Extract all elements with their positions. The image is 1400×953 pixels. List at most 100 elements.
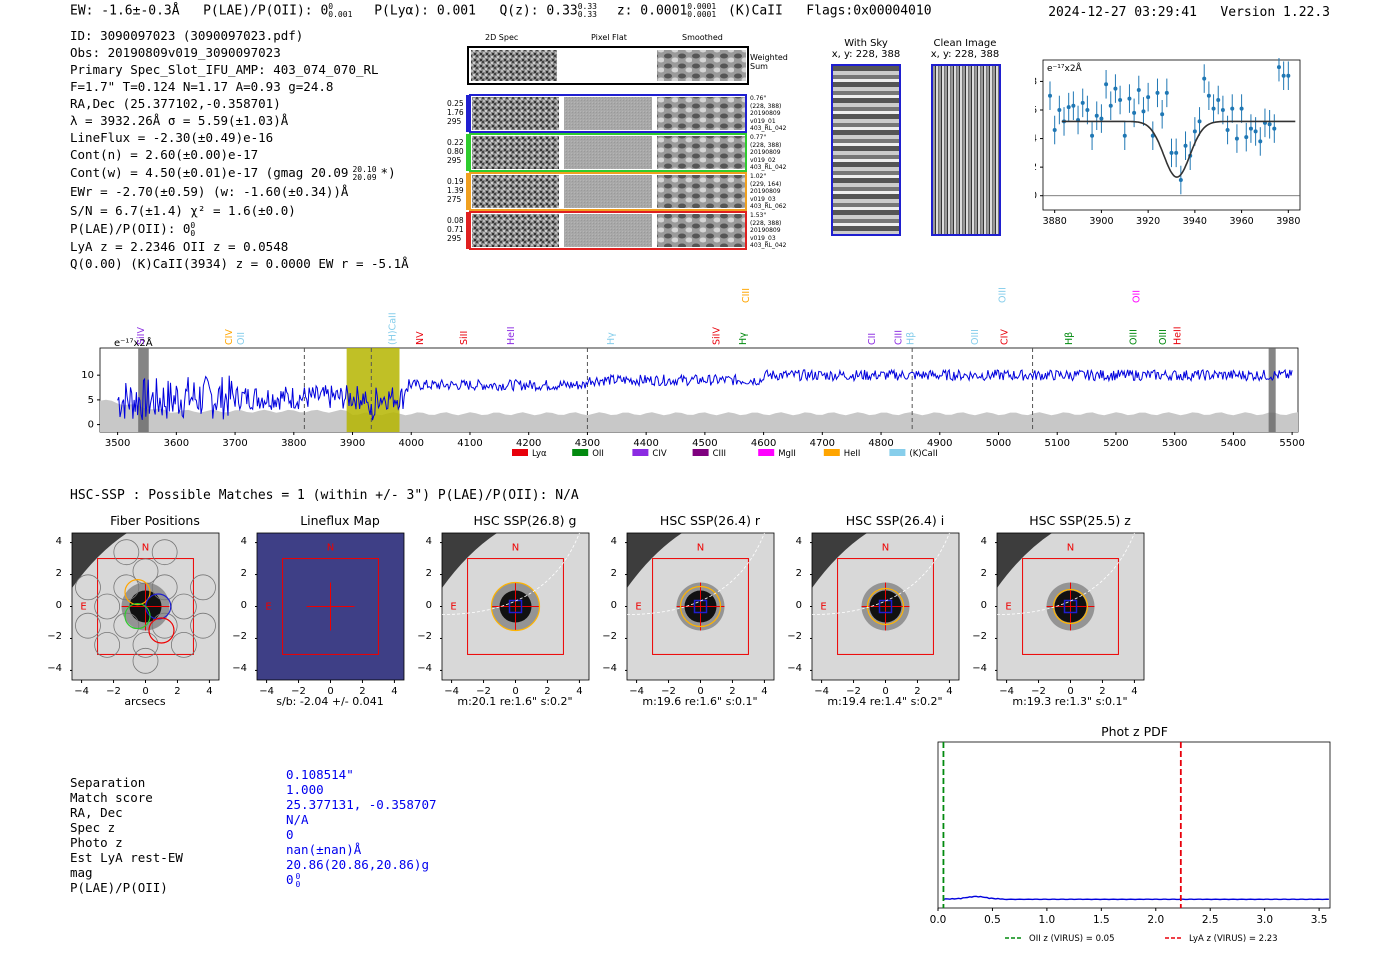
fiber-circle xyxy=(170,631,197,658)
hsc-ytick-label: 2 xyxy=(55,567,62,579)
source-marker xyxy=(878,599,893,614)
spectral-line-label: SiIV xyxy=(712,327,723,345)
fiber-circle xyxy=(190,612,216,639)
hsc-bright-corner xyxy=(812,533,867,588)
zoom-data-point xyxy=(1136,88,1141,92)
col-title-pixelflat: Pixel Flat xyxy=(591,33,627,42)
full-xtick-label: 5500 xyxy=(1279,438,1304,449)
zoom-fit-curve xyxy=(1061,120,1296,178)
aperture-ellipse xyxy=(866,587,905,626)
cutout-row-right-label: 0.76" (228, 388) 20190809 v019_01 403_RL_042 xyxy=(750,95,786,133)
pdf-frame xyxy=(937,741,1331,909)
hsc-panel-caption: m:19.3 re:1.3" s:0.1" xyxy=(1012,695,1128,708)
hsc-ytick-label: −4 xyxy=(787,663,802,675)
hsc-xtick-label: 4 xyxy=(946,686,952,697)
clean-image-xy: x, y: 228, 388 xyxy=(930,49,1000,60)
spectral-line-label: CIII xyxy=(741,288,752,303)
header-plae-sup: 0 xyxy=(328,2,334,11)
cutout-row-right-value: 0.76" xyxy=(750,95,767,102)
hsc-bright-corner xyxy=(627,533,682,588)
zoom-data-point xyxy=(1048,93,1053,98)
cutout-row-left-value: 1.39 xyxy=(447,186,464,195)
fiber-circle xyxy=(151,539,178,566)
source-marker xyxy=(1063,599,1078,614)
cutout-grid-svg xyxy=(466,46,749,250)
cutout-row-right-value: (228, 388) xyxy=(750,102,782,110)
pdf-curve xyxy=(943,895,1329,901)
spectral-line-label: SiIV xyxy=(136,327,147,345)
match-value: 0 xyxy=(286,827,294,842)
match-plae-sub: 0 xyxy=(295,879,301,889)
hsc-panel-group: N E −4 −2 0 2 4 xyxy=(440,532,590,697)
hsc-ytick-label: 2 xyxy=(240,567,247,579)
zoom-data-point xyxy=(1132,110,1137,115)
full-xtick-label: 4800 xyxy=(868,438,893,449)
zoom-data-point xyxy=(1113,86,1118,91)
cutout-row-right-value: (228, 388) xyxy=(750,219,782,227)
info-id: ID: 3090097023 (3090097023.pdf) xyxy=(70,28,304,43)
fiber-circle xyxy=(132,647,159,674)
cutout-row-left-value: 0.08 xyxy=(447,216,464,225)
spectral-line-label: OIII xyxy=(1129,329,1140,345)
hsc-bright-corner xyxy=(72,533,127,588)
spectral-line-label: HeII xyxy=(506,326,517,345)
zoom-data-point xyxy=(1108,103,1113,108)
legend-swatch xyxy=(512,449,528,456)
hsc-panel: HSC SSP(26.4) r N E −4 −2 0 2 4 −4 −2 0 2 4 m:19.6 re… xyxy=(602,513,785,713)
zoom-data-point xyxy=(1272,126,1277,131)
full-xtick-label: 3600 xyxy=(164,438,189,449)
cutout-row-left-value: 0.80 xyxy=(447,147,464,156)
cutout-row-right-value: 0.77" xyxy=(750,134,767,141)
pdf-legend-label: OII z (VIRUS) = 0.05 xyxy=(1029,934,1115,944)
hsc-panel-group: N E −4 −2 0 2 4 xyxy=(810,532,960,697)
zoom-data-point xyxy=(1281,73,1286,78)
legend-swatch xyxy=(632,449,649,456)
hsc-panel-image: N E −4 −2 0 2 4 xyxy=(810,532,960,697)
hsc-xtick-label: 2 xyxy=(1099,686,1105,697)
cutout-row-left-label: 0.22 0.80 295 xyxy=(447,138,464,165)
info-obs: Obs: 20190809v019_3090097023 xyxy=(70,45,281,60)
fiber-circle xyxy=(94,631,121,658)
hsc-xtick-label: −4 xyxy=(259,686,274,697)
hsc-ytick-label: 4 xyxy=(795,535,802,547)
hsc-ytick-label: 4 xyxy=(425,535,432,547)
compass-n: N xyxy=(512,543,519,554)
zoom-ytick-label: 0 xyxy=(1035,191,1037,202)
hsc-panel: HSC SSP(25.5) z N E −4 −2 0 2 4 −4 −2 0 2 4 m:19.3 re… xyxy=(972,513,1155,713)
zoom-fit-chart: 3880 3900 3920 3940 3960 3980 0 2 4 6 8 e⁻¹⁷x2Å xyxy=(1035,58,1300,227)
hsc-ytick-label: 4 xyxy=(240,535,247,547)
with-sky-label: With Sky xyxy=(844,38,888,49)
legend-label: CIV xyxy=(652,449,666,459)
header-qz-sub: 0.33 xyxy=(577,10,597,19)
hsc-panel: Fiber Positions N E −4 −2 0 2 4 −4 −2 0 2 4 arcsecs xyxy=(47,513,230,713)
full-xtick-label: 4100 xyxy=(457,438,482,449)
header-line: (K)CaII xyxy=(728,3,783,19)
spectral-line-label: OIII xyxy=(998,287,1009,303)
zoom-data-point xyxy=(1052,128,1057,132)
info-sn: S/N = 6.7(±1.4) χ² = 1.6(±0.0) xyxy=(70,203,296,218)
zoom-data-point xyxy=(1276,65,1281,70)
zoom-data-point xyxy=(1286,73,1291,78)
match-value: N/A xyxy=(286,812,309,827)
hsc-xtick-label: 4 xyxy=(761,686,767,697)
compass-n: N xyxy=(327,543,334,554)
zoom-data-point xyxy=(1234,136,1239,141)
hsc-panel-caption: m:19.6 re:1.6" s:0.1" xyxy=(642,695,758,708)
hsc-panel: Lineflux Map N E −4 −2 0 2 4 −4 −2 0 2 4 s/b: -2.04 +… xyxy=(232,513,415,713)
zoom-data-point xyxy=(1090,133,1095,138)
hsc-panel-group: N E −4 −2 0 2 4 xyxy=(255,532,405,697)
header-timestamp: 2024-12-27 03:29:41 xyxy=(1048,5,1197,20)
hsc-panel-group: N E −4 −2 0 2 4 xyxy=(995,532,1145,697)
hsc-panel-caption: arcsecs xyxy=(124,695,166,708)
hsc-xtick-label: 0 xyxy=(327,686,333,697)
hsc-xtick-label: 0 xyxy=(142,686,148,697)
zoom-ytick-label: 8 xyxy=(1035,76,1037,87)
hsc-panel-title: HSC SSP(26.4) r xyxy=(659,513,761,528)
info-plae: P(LAE)/P(OII): 0 xyxy=(70,221,191,236)
pdf-xtick-label: 2.5 xyxy=(1202,914,1219,926)
zoom-data-point xyxy=(1178,178,1183,182)
pdf-xtick-label: 2.0 xyxy=(1147,914,1164,926)
cutout-row-left-value: 295 xyxy=(447,117,462,126)
hsc-xtick-label: −2 xyxy=(1031,686,1046,697)
hsc-panel-image: N E −4 −2 0 2 4 xyxy=(625,532,775,697)
